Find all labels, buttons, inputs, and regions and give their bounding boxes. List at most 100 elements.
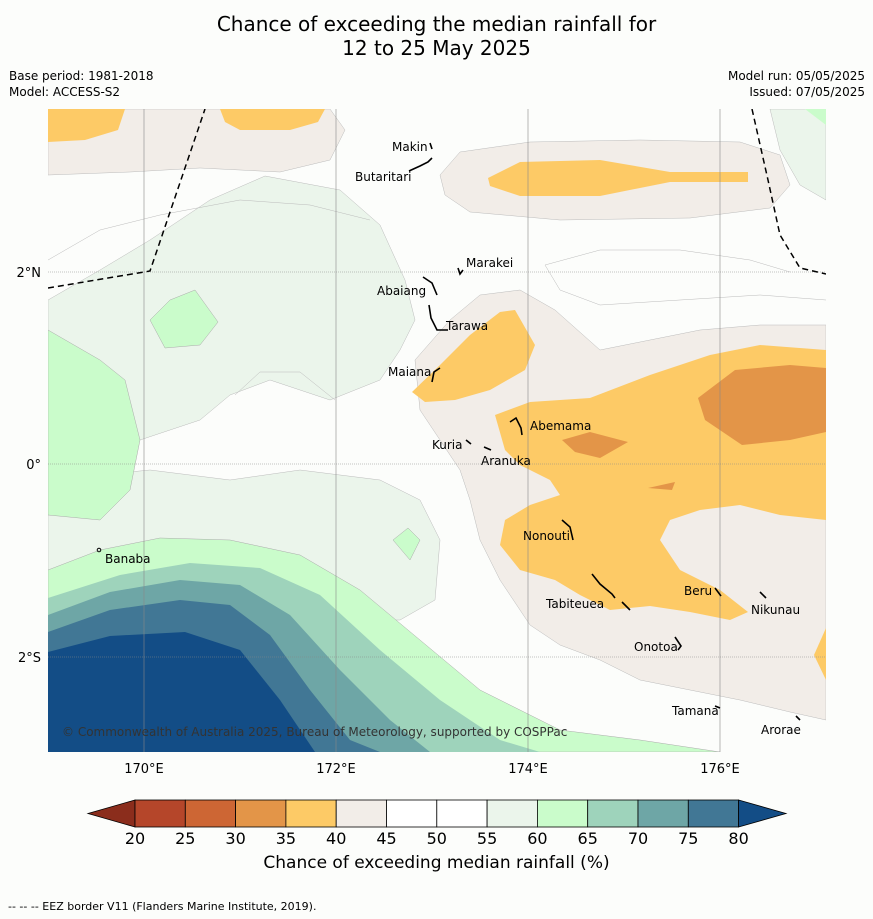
colorbar-tick-label: 65 [578, 829, 598, 848]
colorbar-swatch [335, 799, 387, 828]
title-line-2: 12 to 25 May 2025 [342, 36, 531, 60]
base-period: Base period: 1981-2018 [9, 69, 154, 83]
island-nonouti [561, 519, 574, 541]
label-nonouti: Nonouti [523, 529, 570, 543]
colorbar-arrow-high [738, 799, 788, 828]
colorbar-swatch [587, 799, 639, 828]
colorbar-tick-label: 45 [376, 829, 396, 848]
region-30-35-small [648, 482, 675, 490]
contour-line [544, 264, 826, 306]
label-nikunau: Nikunau [751, 603, 800, 617]
colorbar-swatch [537, 799, 589, 828]
gridlines [48, 109, 826, 752]
island-kuria [465, 439, 472, 445]
colorbar-tick-label: 70 [628, 829, 648, 848]
lon-labels: 170°E 172°E 174°E 176°E [124, 762, 740, 777]
colorbar-arrow-low [86, 799, 136, 828]
colorbar-swatch [285, 799, 337, 828]
eez-border [48, 109, 826, 289]
island-abemama [509, 416, 523, 436]
islands [408, 142, 801, 721]
colorbar-tick-label: 60 [527, 829, 547, 848]
region-30-35-abemama [562, 432, 628, 458]
region-35-40-nw2 [220, 109, 325, 130]
colorbar-tick-label: 75 [678, 829, 698, 848]
label-makin: Makin [392, 140, 428, 154]
colorbar-swatch [235, 799, 287, 828]
label-marakei: Marakei [466, 256, 513, 270]
island-tabiteuea [591, 573, 631, 611]
island-makin [429, 142, 433, 150]
contour-line [48, 199, 371, 261]
label-onotoa: Onotoa [634, 640, 678, 654]
colorbar-swatch [436, 799, 488, 828]
island-tarawa [428, 304, 448, 331]
colorbar-swatch [486, 799, 538, 828]
colorbar: 20 25 30 35 40 45 50 55 60 65 70 75 80 [86, 799, 788, 848]
colorbar-tick-label: 20 [125, 829, 145, 848]
region-35-40-nw1 [48, 109, 125, 142]
colorbar-tick-label: 50 [427, 829, 447, 848]
lat-label-0: 0° [26, 458, 41, 473]
island-tamana [714, 705, 721, 709]
region-60-65-small [392, 527, 421, 561]
region-60-65-west [48, 329, 141, 521]
colorbar-swatch [386, 799, 438, 828]
lon-label-176: 176°E [700, 762, 740, 777]
island-maiana [431, 367, 441, 383]
contour-line [234, 371, 336, 401]
contour-line [544, 249, 791, 273]
colorbar-tick-label: 40 [326, 829, 346, 848]
island-nikunau [759, 591, 767, 599]
lat-label-2n: 2°N [17, 266, 42, 281]
region-35-40-se [814, 628, 826, 680]
island-banaba [96, 547, 102, 553]
region-30-35-east [698, 365, 826, 445]
meta-right: Model run: 05/05/2025 Issued: 07/05/2025 [728, 68, 865, 100]
colorbar-tick-label: 25 [175, 829, 195, 848]
island-marakei [457, 267, 464, 276]
lon-label-174: 174°E [508, 762, 548, 777]
region-35-40-tarawa [412, 310, 535, 402]
label-abaiang: Abaiang [377, 284, 426, 298]
label-beru: Beru [684, 584, 712, 598]
island-onotoa [674, 636, 682, 651]
copyright-notice: © Commonwealth of Australia 2025, Bureau… [62, 725, 567, 739]
label-tabiteuea: Tabiteuea [545, 597, 604, 611]
label-tamana: Tamana [671, 704, 719, 718]
model-run: Model run: 05/05/2025 [727, 69, 865, 83]
region-35-40-north [488, 160, 748, 196]
lon-label-170: 170°E [124, 762, 164, 777]
colorbar-tick-label: 55 [477, 829, 497, 848]
island-beru [714, 587, 722, 597]
island-arorae [795, 715, 801, 721]
region-60-65-ne [805, 109, 826, 125]
label-banaba: Banaba [105, 552, 151, 566]
colorbar-tick-label: 30 [225, 829, 245, 848]
colorbar-tick-label: 80 [728, 829, 748, 848]
island-aranuka [483, 446, 492, 451]
label-maiana: Maiana [388, 365, 431, 379]
map-title: Chance of exceeding the median rainfall … [0, 12, 873, 60]
title-line-1: Chance of exceeding the median rainfall … [216, 12, 657, 36]
colorbar-swatch [637, 799, 689, 828]
lon-label-172: 172°E [316, 762, 356, 777]
island-butaritari [408, 157, 433, 172]
place-labels: Makin Butaritari Marakei Abaiang Tarawa … [105, 140, 801, 737]
lat-labels: 2°N 0° 2°S [17, 266, 42, 666]
label-aranuka: Aranuka [481, 454, 531, 468]
issued-date: Issued: 07/05/2025 [749, 85, 865, 99]
footnote: -- -- -- EEZ border V11 (Flanders Marine… [8, 900, 317, 913]
colorbar-swatch [134, 799, 186, 828]
region-80-sw [48, 632, 315, 752]
label-arorae: Arorae [761, 723, 801, 737]
colorbar-label: Chance of exceeding median rainfall (%) [263, 853, 610, 873]
model-name: Model: ACCESS-S2 [9, 85, 121, 99]
label-butaritari: Butaritari [355, 170, 412, 184]
label-tarawa: Tarawa [445, 319, 488, 333]
colorbar-tick-label: 35 [276, 829, 296, 848]
colorbar-swatch [184, 799, 237, 828]
region-55-60-ne [769, 109, 826, 201]
label-kuria: Kuria [432, 438, 463, 452]
